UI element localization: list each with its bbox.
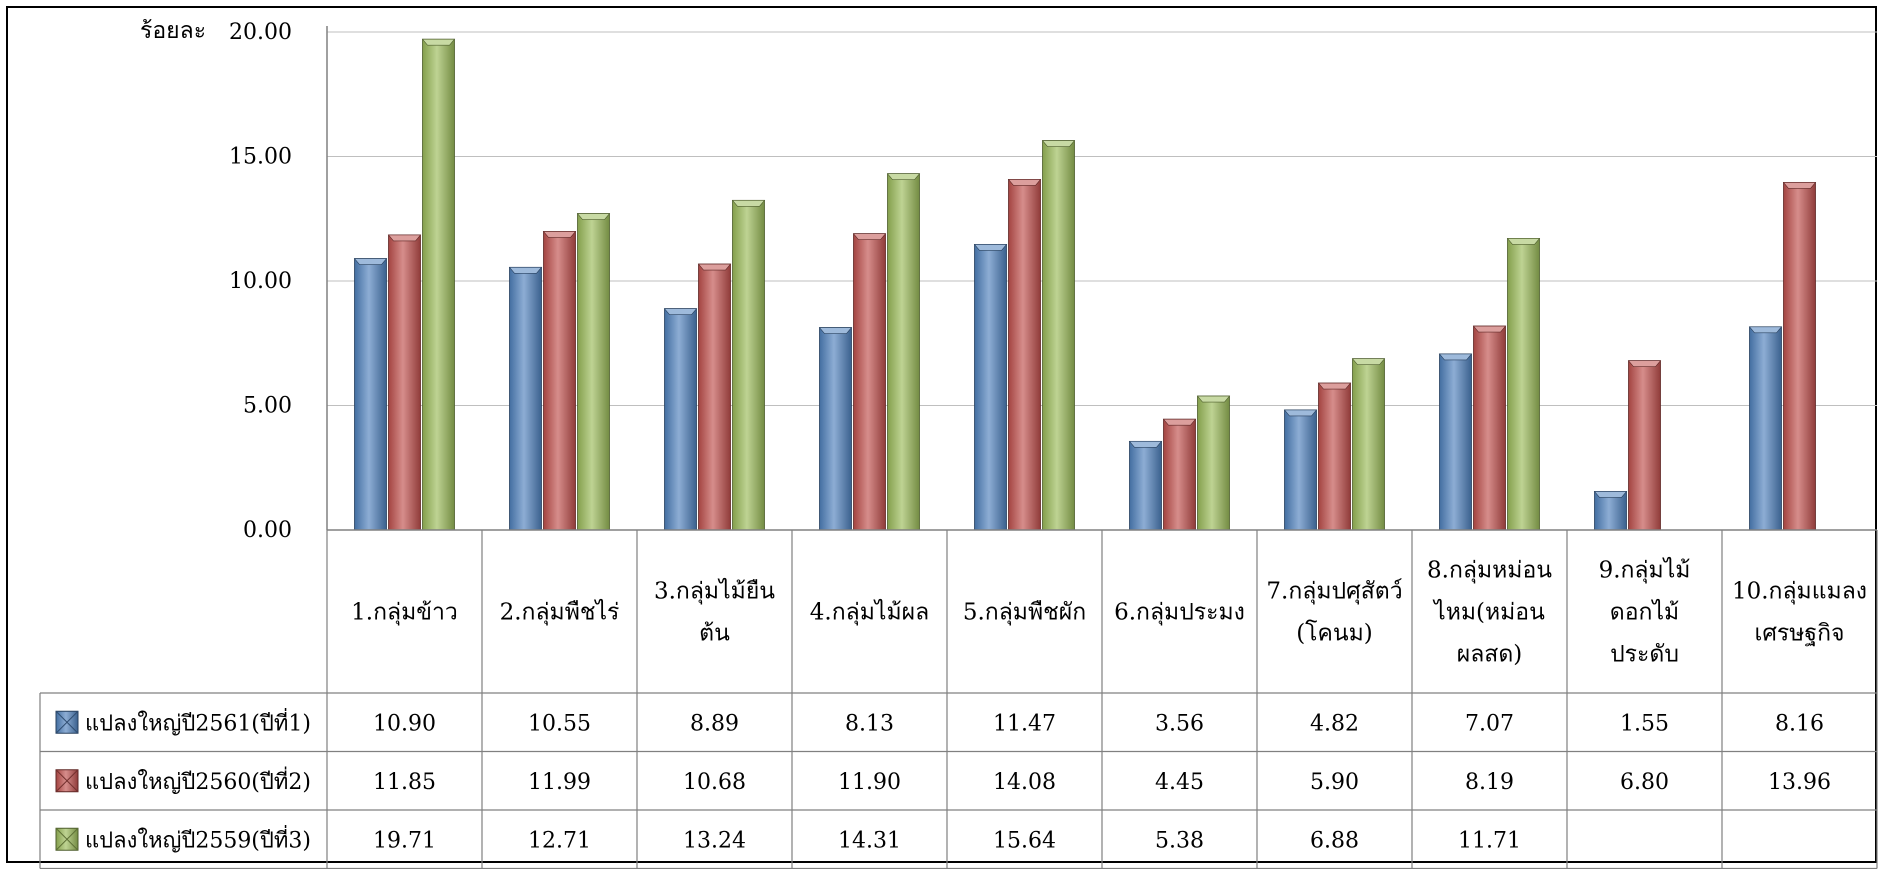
bar [1627,360,1662,531]
bar [1782,181,1817,531]
bar [1283,409,1318,531]
bar [1196,395,1231,531]
legend-label: แปลงใหญ่ปี2561(ปีที่1) [85,707,311,736]
data-cell: 8.19 [1465,770,1514,795]
bar [818,327,853,531]
data-cell: 11.47 [993,711,1056,736]
data-cell: 15.64 [993,828,1056,853]
data-cell: 10.68 [683,770,746,795]
bar [1128,440,1163,531]
bar [973,243,1008,531]
chart-frame [6,6,1877,863]
bar [1007,179,1042,531]
data-cell: 8.16 [1775,711,1824,736]
data-cell: 14.08 [993,770,1056,795]
y-tick-label: 5.00 [243,394,292,419]
y-tick-label: 0.00 [243,518,292,543]
data-cell: 1.55 [1620,711,1669,736]
data-cell: 13.96 [1768,770,1831,795]
legend-label: แปลงใหญ่ปี2560(ปีที่2) [85,766,311,795]
data-cell: 10.90 [373,711,436,736]
data-cell: 14.31 [838,828,901,853]
bar [731,199,766,531]
legend-key [55,827,79,851]
bar [1351,358,1386,531]
category-label: 10.กลุ่มแมลงเศรษฐกิจ [1732,579,1867,647]
category-label: 4.กลุ่มไม้ผล [810,599,929,626]
category-label: 3.กลุ่มไม้ยืนต้น [654,578,775,647]
data-cell: 4.82 [1310,711,1359,736]
data-cell: 13.24 [683,828,746,853]
data-cell: 8.89 [690,711,739,736]
data-cell: 4.45 [1155,770,1204,795]
bar [576,213,611,531]
bar [387,234,422,531]
bar [353,258,388,531]
legend-key [55,769,79,793]
data-cell: 10.55 [528,711,591,736]
y-tick-label: 10.00 [229,269,292,294]
bar [1593,491,1628,531]
category-label: 5.กลุ่มพืชผัก [963,600,1086,626]
data-cell: 6.80 [1620,770,1669,795]
legend-key [55,710,79,734]
legend-label: แปลงใหญ่ปี2559(ปีที่3) [85,824,311,853]
category-label: 9.กลุ่มไม้ดอกไม้ประดับ [1599,557,1691,668]
y-axis-label: ร้อยละ [140,18,206,44]
y-tick-label: 20.00 [229,20,292,45]
bar [697,263,732,531]
bar [852,233,887,531]
data-cell: 11.85 [373,770,436,795]
data-cell: 7.07 [1465,711,1514,736]
category-label: 2.กลุ่มพืชไร่ [500,599,620,626]
category-label: 8.กลุ่มหม่อนไหม(หม่อนผลสด) [1427,558,1552,668]
bar [421,38,456,531]
bar [1472,325,1507,531]
data-cell: 6.88 [1310,828,1359,853]
data-cell: 5.90 [1310,770,1359,795]
data-cell: 11.90 [838,770,901,795]
bar [1748,326,1783,531]
data-cell: 5.38 [1155,828,1204,853]
data-cell: 8.13 [845,711,894,736]
data-cell: 11.71 [1458,828,1521,853]
bar [663,308,698,531]
bar [886,173,921,531]
bar [1506,238,1541,531]
category-label: 1.กลุ่มข้าว [351,600,458,626]
bar [542,231,577,531]
y-tick-label: 15.00 [229,145,292,170]
data-cell: 3.56 [1155,711,1204,736]
category-label: 6.กลุ่มประมง [1114,600,1245,626]
data-cell: 12.71 [528,828,591,853]
bar [1041,140,1076,531]
data-cell: 19.71 [373,828,436,853]
bar [1162,418,1197,531]
bar [1438,353,1473,531]
data-cell: 11.99 [528,770,591,795]
category-label: 7.กลุ่มปศุสัตว์(โคนม) [1266,578,1402,647]
bar [1317,382,1352,531]
bar [508,266,543,531]
